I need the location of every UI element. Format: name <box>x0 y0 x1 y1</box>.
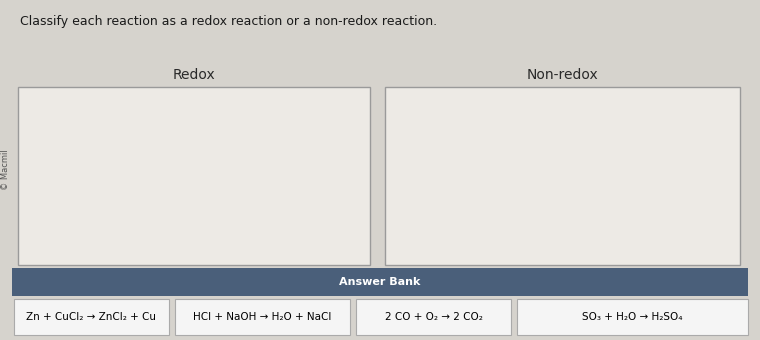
Text: SO₃ + H₂O → H₂SO₄: SO₃ + H₂O → H₂SO₄ <box>582 312 682 322</box>
Text: Non-redox: Non-redox <box>527 68 598 82</box>
Text: HCl + NaOH → H₂O + NaCl: HCl + NaOH → H₂O + NaCl <box>193 312 331 322</box>
Text: 2 CO + O₂ → 2 CO₂: 2 CO + O₂ → 2 CO₂ <box>385 312 483 322</box>
Text: Answer Bank: Answer Bank <box>339 277 421 287</box>
Bar <box>175 299 350 335</box>
Bar <box>18 87 370 265</box>
Text: Classify each reaction as a redox reaction or a non-redox reaction.: Classify each reaction as a redox reacti… <box>20 15 437 28</box>
Text: Zn + CuCl₂ → ZnCl₂ + Cu: Zn + CuCl₂ → ZnCl₂ + Cu <box>27 312 157 322</box>
Text: © Macmil: © Macmil <box>2 150 11 190</box>
Bar <box>356 299 511 335</box>
Text: Redox: Redox <box>173 68 215 82</box>
Bar <box>517 299 748 335</box>
Bar <box>12 268 748 296</box>
Bar <box>385 87 740 265</box>
Bar <box>14 299 169 335</box>
